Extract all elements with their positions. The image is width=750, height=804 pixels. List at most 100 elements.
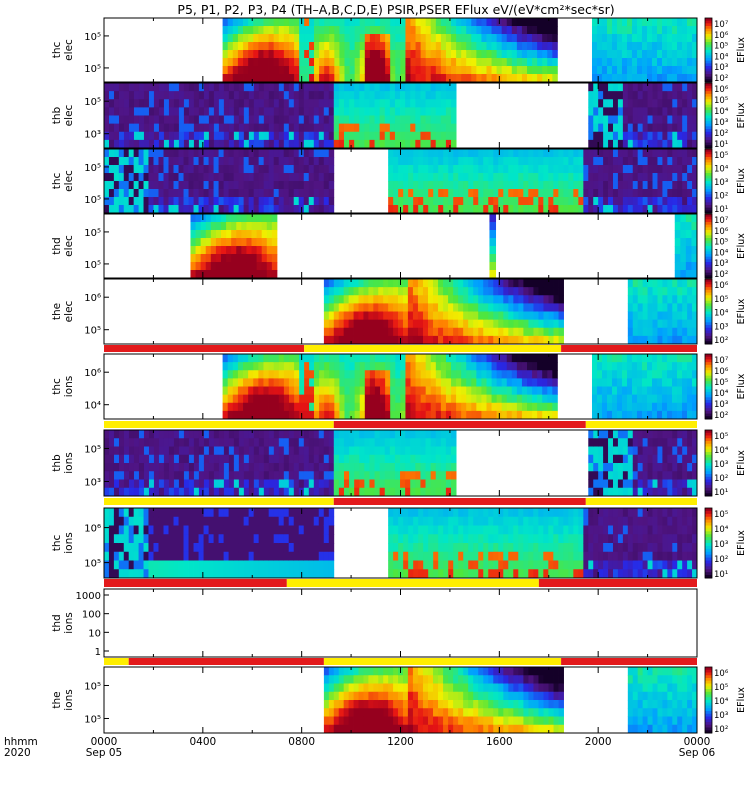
heatmap-cell (453, 279, 458, 288)
heatmap-cell (547, 42, 552, 50)
heatmap-cell (109, 438, 114, 447)
heatmap-cell (463, 312, 468, 321)
heatmap-cell (648, 132, 653, 141)
colorbar-tick-label: 10⁵ (714, 378, 728, 388)
colorbar-tick-label: 10⁴ (714, 248, 729, 258)
heatmap-cell (179, 455, 184, 464)
heatmap-cell (139, 197, 144, 205)
heatmap-cell (209, 455, 214, 464)
heatmap-cell (259, 91, 264, 100)
heatmap-cell (563, 149, 568, 157)
heatmap-cell (538, 287, 543, 296)
heatmap-cell (426, 395, 431, 404)
heatmap-cell (144, 569, 149, 578)
heatmap-cell (507, 18, 512, 26)
heatmap-cell (264, 463, 269, 472)
heatmap-cell (418, 287, 423, 296)
heatmap-cell (234, 99, 239, 108)
heatmap-cell (400, 26, 405, 34)
heatmap-cell (498, 157, 503, 165)
heatmap-cell (680, 246, 686, 254)
heatmap-cell (653, 480, 658, 489)
heatmap-cell (359, 287, 364, 296)
heatmap-cell (518, 279, 523, 288)
heatmap-cell (179, 99, 184, 108)
heatmap-cell (448, 205, 453, 213)
heatmap-cell (129, 534, 134, 543)
heatmap-cell (471, 378, 476, 387)
heatmap-cell (431, 447, 437, 456)
heatmap-cell (339, 447, 345, 456)
heatmap-cell (365, 18, 370, 26)
heatmap-cell (189, 430, 194, 439)
heatmap-cell (537, 378, 542, 387)
heatmap-cell (471, 354, 476, 363)
heatmap-cell (492, 354, 497, 363)
heatmap-cell (395, 66, 400, 74)
heatmap-cell (657, 74, 662, 82)
heatmap-cell (642, 50, 647, 58)
heatmap-cell (662, 430, 667, 439)
heatmap-cell (329, 149, 334, 157)
heatmap-cell (657, 205, 662, 213)
heatmap-cell (486, 370, 491, 379)
heatmap-cell (158, 205, 163, 213)
heatmap-cell (216, 246, 221, 254)
heatmap-cell (390, 42, 395, 50)
heatmap-cell (543, 312, 548, 321)
heatmap-cell (239, 189, 244, 197)
heatmap-cell (253, 50, 259, 58)
heatmap-cell (489, 246, 492, 254)
heatmap-cell (329, 205, 334, 213)
heatmap-cell (324, 83, 329, 92)
heatmap-cell (518, 157, 523, 165)
heatmap-cell (299, 403, 304, 412)
heatmap-cell (279, 116, 284, 125)
heatmap-cell (507, 26, 512, 34)
heatmap-cell (294, 378, 300, 387)
heatmap-cell (476, 58, 481, 66)
heatmap-cell (139, 526, 144, 535)
heatmap-cell (370, 34, 375, 42)
heatmap-cell (309, 181, 314, 189)
heatmap-cell (224, 205, 229, 213)
heatmap-cell (359, 328, 364, 337)
heatmap-cell (405, 471, 411, 480)
heatmap-cell (628, 205, 633, 213)
heatmap-cell (364, 91, 370, 100)
heatmap-cell (209, 165, 214, 173)
heatmap-cell (400, 124, 406, 133)
heatmap-cell (451, 378, 456, 387)
heatmap-cell (139, 463, 144, 472)
heatmap-cell (114, 107, 119, 116)
heatmap-cell (109, 116, 114, 125)
heatmap-cell (249, 471, 254, 480)
heatmap-cell (537, 403, 542, 412)
heatmap-cell (481, 58, 486, 66)
heatmap-cell (478, 320, 483, 329)
heatmap-cell (637, 378, 642, 387)
heatmap-cell (662, 42, 667, 50)
heatmap-cell (244, 140, 249, 149)
heatmap-cell (104, 91, 109, 100)
heatmap-cell (433, 181, 438, 189)
heatmap-cell (114, 508, 119, 517)
heatmap-cell (441, 395, 446, 404)
heatmap-cell (512, 50, 517, 58)
heatmap-cell (513, 312, 518, 321)
heatmap-cell (388, 336, 393, 345)
heatmap-cell (390, 447, 396, 456)
heatmap-cell (533, 157, 538, 165)
heatmap-cell (241, 246, 246, 254)
heatmap-cell (471, 50, 476, 58)
heatmap-cell (329, 42, 334, 50)
heatmap-cell (114, 83, 119, 92)
heatmap-cell (239, 132, 244, 141)
heatmap-cell (428, 287, 433, 296)
heatmap-cell (164, 463, 169, 472)
heatmap-cell (588, 165, 593, 173)
heatmap-cell (209, 91, 214, 100)
heatmap-cell (194, 157, 199, 165)
heatmap-cell (642, 42, 647, 50)
